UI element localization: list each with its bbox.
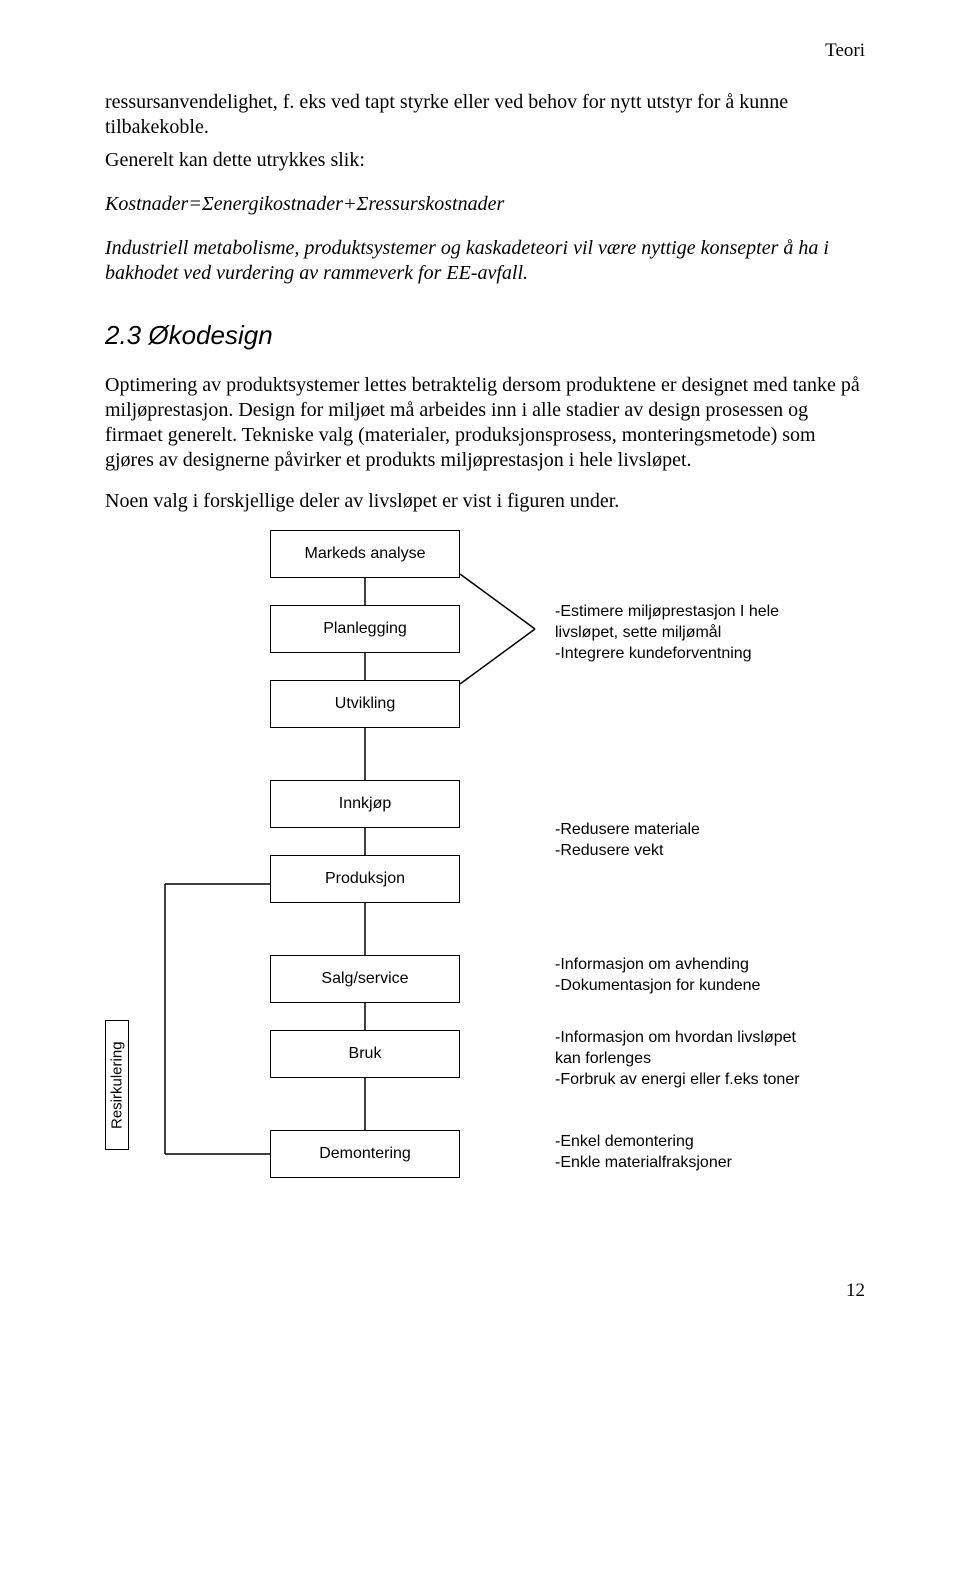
node-salgservice: Salg/service (270, 955, 460, 1003)
flow-diagram: Markeds analyse Planlegging Utvikling Innkj… (105, 530, 865, 1250)
section-heading: 2.3 Økodesign (105, 320, 865, 351)
paragraph-3: Industriell metabolisme, produktsystemer… (105, 236, 865, 286)
annotation-a-plan: -Estimere miljøprestasjon I hele livsløp… (555, 602, 779, 664)
node-utvikling: Utvikling (270, 680, 460, 728)
annotation-a-bruk: -Informasjon om hvordan livsløpet kan fo… (555, 1028, 800, 1090)
side-label-resirkulering: Resirkulering (105, 1020, 129, 1150)
page-number: 12 (105, 1280, 865, 1302)
paragraph-5: Noen valg i forskjellige deler av livslø… (105, 489, 865, 514)
paragraph-1: ressursanvendelighet, f. eks ved tapt st… (105, 90, 865, 140)
annotation-a-salg: -Informasjon om avhending -Dokumentasjon… (555, 955, 760, 997)
node-demontering: Demontering (270, 1130, 460, 1178)
annotation-a-innk: -Redusere materiale -Redusere vekt (555, 820, 700, 862)
node-planlegging: Planlegging (270, 605, 460, 653)
formula: Kostnader=Σenergikostnader+Σressurskostn… (105, 193, 865, 216)
node-innkjop: Innkjøp (270, 780, 460, 828)
paragraph-2: Generelt kan dette utrykkes slik: (105, 148, 865, 173)
node-markedsanalyse: Markeds analyse (270, 530, 460, 578)
paragraph-4: Optimering av produktsystemer lettes bet… (105, 373, 865, 473)
node-produksjon: Produksjon (270, 855, 460, 903)
annotation-a-demo: -Enkel demontering -Enkle materialfraksj… (555, 1132, 732, 1174)
node-bruk: Bruk (270, 1030, 460, 1078)
header-right: Teori (105, 40, 865, 62)
